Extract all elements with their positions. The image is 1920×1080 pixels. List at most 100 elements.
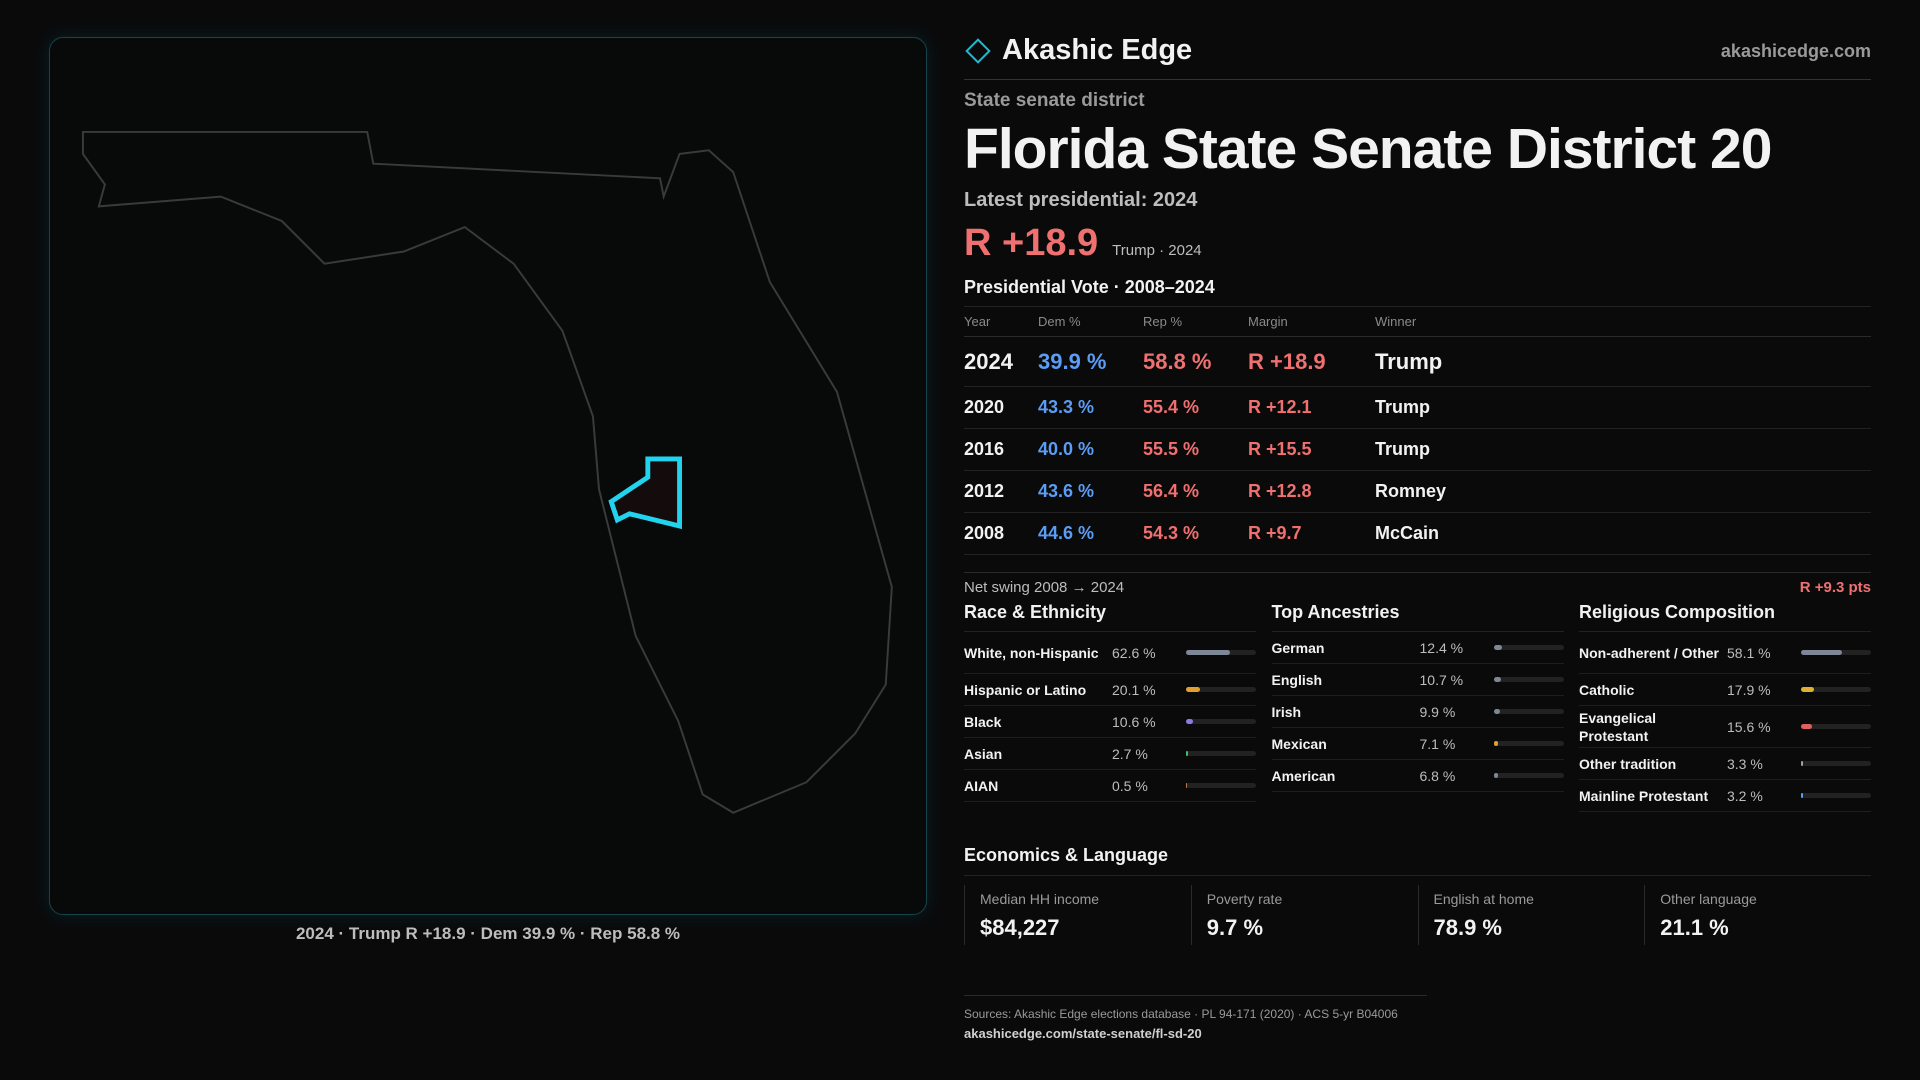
cell: 2016 bbox=[964, 428, 1038, 471]
card-value: 78.9 % bbox=[1433, 915, 1503, 940]
cell: 2020 bbox=[964, 386, 1038, 429]
bar bbox=[1801, 761, 1804, 766]
bar bbox=[1493, 709, 1501, 714]
card-label: Poverty rate bbox=[1206, 891, 1283, 907]
row-value: 7.1 % bbox=[1419, 735, 1456, 752]
panel-row: Hispanic or Latino 20.1 % bbox=[964, 674, 1256, 706]
cell: 56.4 % bbox=[1143, 470, 1248, 513]
vote-table: Year Dem % Rep % Margin Winner 2024 39.9 % 58.8… bbox=[964, 306, 1871, 555]
cell: 2008 bbox=[964, 512, 1038, 555]
cell: 2012 bbox=[964, 470, 1038, 513]
card-label: English at home bbox=[1433, 891, 1534, 907]
row-value: 0.5 % bbox=[1112, 777, 1148, 794]
column-header: Winner bbox=[1375, 306, 1871, 337]
bar bbox=[1493, 677, 1501, 682]
panel: Race & Ethnicity White, non-Hispanic 62.6 … bbox=[964, 602, 1256, 812]
row-label: Black bbox=[964, 713, 1002, 730]
cell: R +9.7 bbox=[1248, 512, 1375, 555]
row-value: 15.6 % bbox=[1727, 718, 1771, 735]
bar-track bbox=[1801, 793, 1871, 798]
vote-title: Presidential Vote · 2008–2024 bbox=[964, 277, 1215, 297]
swing: Net swing 2008 → 2024 R +9.3 pts bbox=[964, 572, 1871, 596]
vote-table-wrap: Year Dem % Rep % Margin Winner 2024 39.9 % 58.8… bbox=[964, 306, 1871, 555]
bar bbox=[1493, 741, 1499, 746]
vote-row: 2024 39.9 % 58.8 % R +18.9 Trump bbox=[964, 336, 1871, 387]
row-label: Hispanic or Latino bbox=[964, 681, 1087, 698]
bar-track bbox=[1493, 741, 1564, 746]
cell: 43.3 % bbox=[1038, 386, 1143, 429]
bar bbox=[1801, 724, 1812, 729]
bar-track bbox=[1493, 773, 1564, 778]
bar-track bbox=[1186, 650, 1256, 655]
panel-row: AIAN 0.5 % bbox=[964, 770, 1256, 802]
cell: 2024 bbox=[964, 336, 1038, 387]
divider bbox=[964, 79, 1871, 80]
panel-row: German 12.4 % bbox=[1271, 632, 1564, 664]
row-value: 10.6 % bbox=[1112, 713, 1156, 730]
column-header: Margin bbox=[1248, 306, 1375, 337]
row-value: 3.2 % bbox=[1727, 787, 1763, 804]
source-url: akashicedge.com/state-senate/fl-sd-20 bbox=[964, 1026, 1202, 1041]
brand-domain: akashicedge.com bbox=[1720, 41, 1871, 61]
row-value: 12.4 % bbox=[1419, 639, 1464, 656]
bar bbox=[1186, 719, 1194, 724]
row-value: 20.1 % bbox=[1112, 681, 1156, 698]
bar-track bbox=[1801, 761, 1871, 766]
latest: Latest presidential: 2024 bbox=[964, 189, 1198, 211]
margin-note: Trump · 2024 bbox=[1112, 242, 1202, 259]
cell: 58.8 % bbox=[1143, 336, 1248, 387]
row-label: American bbox=[1271, 767, 1336, 784]
row-value: 9.9 % bbox=[1419, 703, 1456, 720]
bar-track bbox=[1493, 709, 1564, 714]
row-label: White, non-Hispanic bbox=[964, 644, 1099, 661]
econ-cards: Median HH income $84,227 Poverty rate 9.7 %… bbox=[964, 885, 1871, 945]
econ-card: Median HH income $84,227 bbox=[964, 885, 1191, 945]
cell: R +12.1 bbox=[1248, 386, 1375, 429]
cell: 43.6 % bbox=[1038, 470, 1143, 513]
bar-track bbox=[1493, 645, 1564, 650]
row-value: 10.7 % bbox=[1419, 671, 1464, 688]
divider bbox=[964, 875, 1871, 876]
map-caption: 2024 · Trump R +18.9 · Dem 39.9 % · Rep … bbox=[295, 924, 681, 943]
swing-label: Net swing 2008 → 2024 bbox=[964, 579, 1125, 596]
panel-row: White, non-Hispanic 62.6 % bbox=[964, 632, 1256, 674]
bar bbox=[1493, 645, 1503, 650]
row-label: Mainline Protestant bbox=[1579, 787, 1709, 804]
panel-row: Non-adherent / Other 58.1 % bbox=[1579, 632, 1871, 674]
row-value: 6.8 % bbox=[1419, 767, 1456, 784]
map bbox=[81, 130, 893, 814]
row-value: 2.7 % bbox=[1112, 745, 1148, 762]
bar bbox=[1801, 687, 1814, 692]
panel: Top Ancestries German 12.4 % English 10.7 % I… bbox=[1271, 602, 1564, 812]
cell: Trump bbox=[1375, 428, 1871, 471]
row-label: AIAN bbox=[964, 777, 999, 794]
cell: 55.4 % bbox=[1143, 386, 1248, 429]
cell: 54.3 % bbox=[1143, 512, 1248, 555]
vote-row: 2020 43.3 % 55.4 % R +12.1 Trump bbox=[964, 386, 1871, 429]
table-header: Year Dem % Rep % Margin Winner bbox=[964, 306, 1871, 337]
cell: Romney bbox=[1375, 470, 1871, 513]
panel-row: Other tradition 3.3 % bbox=[1579, 748, 1871, 780]
row-label: German bbox=[1271, 639, 1325, 656]
row-label: Other tradition bbox=[1579, 755, 1677, 772]
cell: 39.9 % bbox=[1038, 336, 1143, 387]
info-column: Akashic Edge akashicedge.com State senat… bbox=[964, 0, 1871, 1080]
sources: Sources: Akashic Edge elections database… bbox=[964, 1007, 1398, 1021]
econ-card: English at home 78.9 % bbox=[1417, 885, 1645, 945]
cell: 40.0 % bbox=[1038, 428, 1143, 471]
bar-track bbox=[1186, 751, 1256, 756]
map-panel bbox=[49, 37, 927, 915]
vote-row: 2008 44.6 % 54.3 % R +9.7 McCain bbox=[964, 512, 1871, 555]
title: Florida State Senate District 20 bbox=[964, 117, 1772, 181]
row-value: 62.6 % bbox=[1112, 644, 1156, 661]
econ-card: Poverty rate 9.7 % bbox=[1190, 885, 1418, 945]
panel-row: American 6.8 % bbox=[1271, 760, 1564, 792]
panel-title: Religious Composition bbox=[1579, 602, 1871, 632]
column-header: Year bbox=[964, 306, 1038, 337]
kicker: State senate district bbox=[964, 90, 1145, 111]
panels: Race & Ethnicity White, non-Hispanic 62.6 … bbox=[964, 602, 1871, 812]
bar-track bbox=[1801, 687, 1871, 692]
panel-title: Top Ancestries bbox=[1271, 602, 1564, 632]
